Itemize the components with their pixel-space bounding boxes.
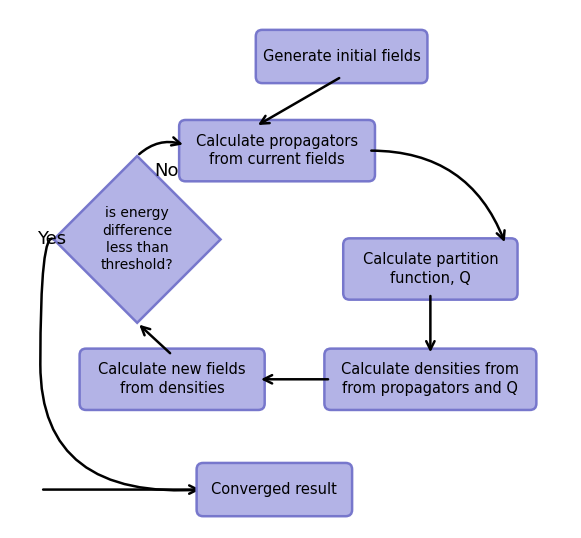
Text: Calculate new fields
from densities: Calculate new fields from densities [98,363,246,396]
Text: Yes: Yes [37,230,66,249]
FancyBboxPatch shape [343,238,518,300]
FancyBboxPatch shape [324,349,536,410]
FancyBboxPatch shape [80,349,265,410]
FancyBboxPatch shape [196,463,352,516]
FancyBboxPatch shape [256,30,428,83]
Text: Generate initial fields: Generate initial fields [263,49,421,64]
Text: Converged result: Converged result [211,482,338,497]
Polygon shape [54,156,221,323]
Text: Calculate partition
function, Q: Calculate partition function, Q [363,252,498,286]
Text: No: No [155,161,179,180]
FancyBboxPatch shape [179,120,375,181]
Text: is energy
difference
less than
threshold?: is energy difference less than threshold… [101,207,174,272]
Text: Calculate propagators
from current fields: Calculate propagators from current field… [196,134,358,167]
Text: Calculate densities from
from propagators and Q: Calculate densities from from propagator… [342,363,519,396]
FancyArrowPatch shape [43,485,198,494]
